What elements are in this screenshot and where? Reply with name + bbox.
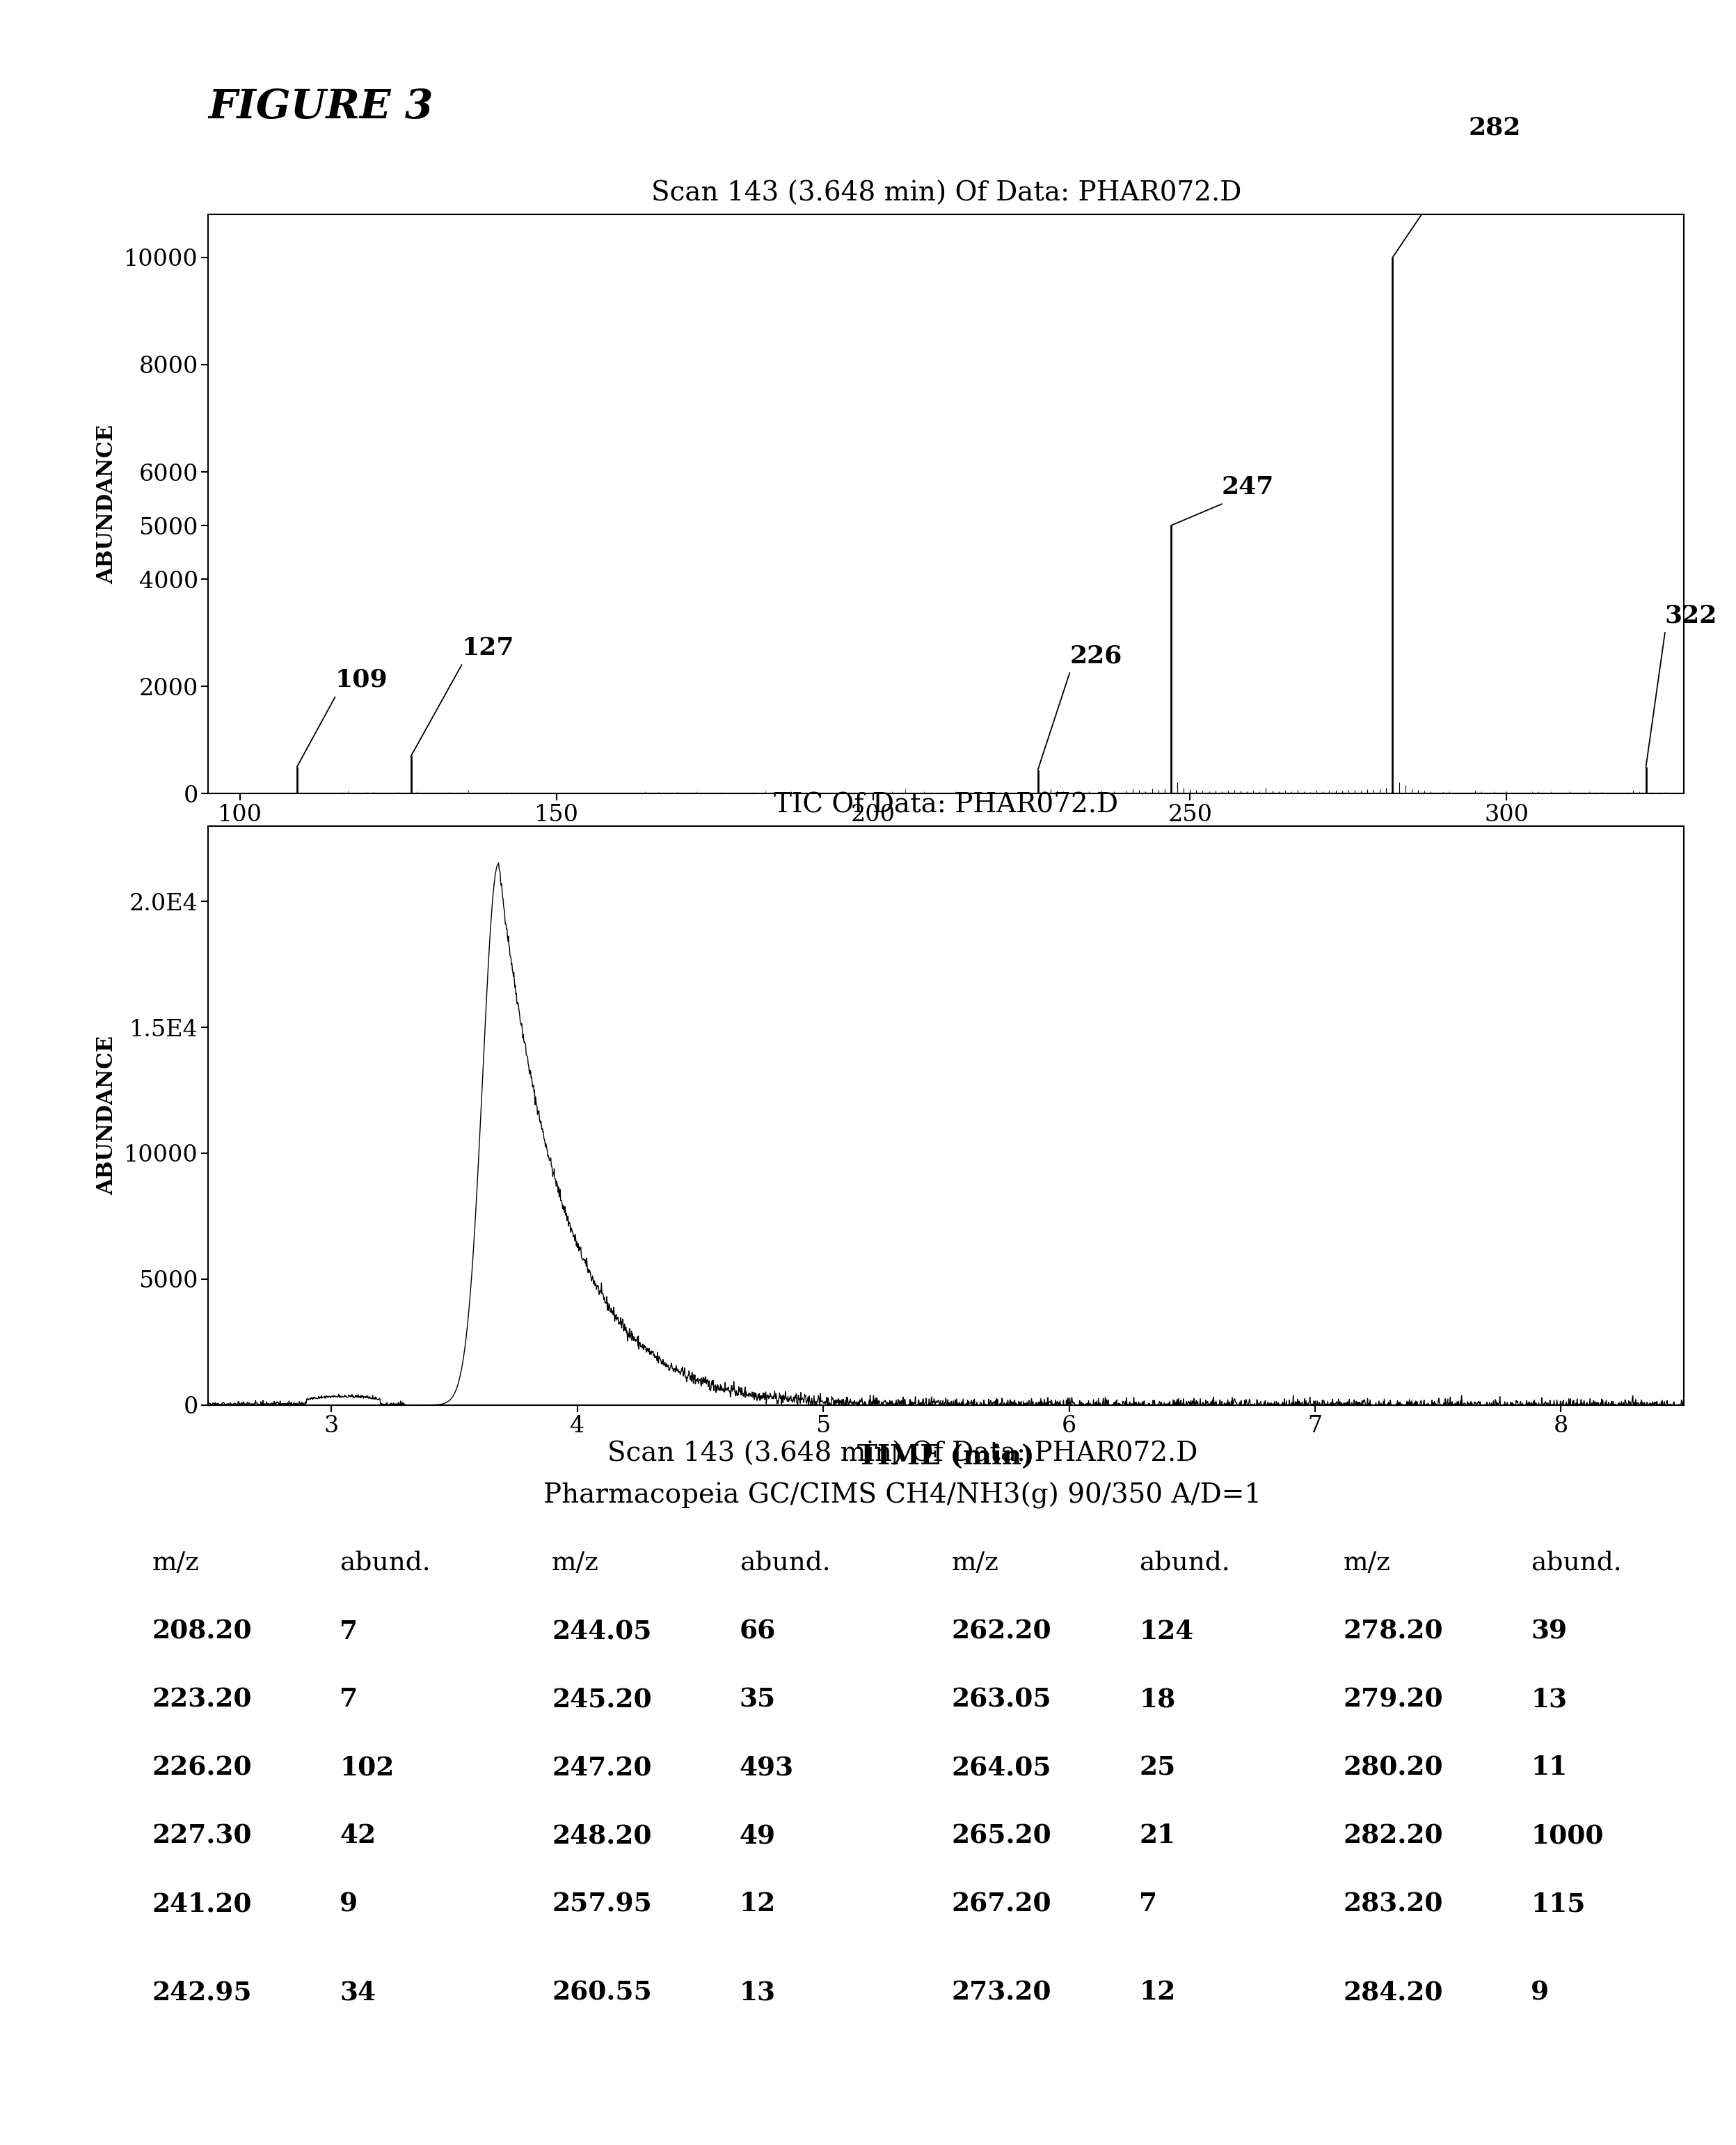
Text: 322: 322	[1665, 603, 1717, 628]
Text: 263.05: 263.05	[951, 1686, 1052, 1712]
Text: 279.20: 279.20	[1344, 1686, 1443, 1712]
Text: 49: 49	[740, 1823, 776, 1849]
Text: 21: 21	[1139, 1823, 1175, 1849]
Text: 227.30: 227.30	[153, 1823, 252, 1849]
Text: 257.95: 257.95	[552, 1892, 653, 1918]
Text: abund.: abund.	[740, 1551, 830, 1577]
Text: 284.20: 284.20	[1344, 1980, 1443, 2006]
Text: 115: 115	[1531, 1892, 1585, 1918]
Text: 42: 42	[340, 1823, 377, 1849]
Text: 124: 124	[1139, 1619, 1194, 1645]
Title: Scan 143 (3.648 min) Of Data: PHAR072.D: Scan 143 (3.648 min) Of Data: PHAR072.D	[651, 180, 1241, 206]
Text: 223.20: 223.20	[153, 1686, 252, 1712]
Text: 242.95: 242.95	[153, 1980, 252, 2006]
Text: abund.: abund.	[340, 1551, 431, 1577]
Text: 278.20: 278.20	[1344, 1619, 1443, 1645]
Title: TIC Of Data: PHAR072.D: TIC Of Data: PHAR072.D	[774, 792, 1118, 817]
Text: 7: 7	[1139, 1892, 1158, 1918]
Text: 18: 18	[1139, 1686, 1175, 1712]
Text: 245.20: 245.20	[552, 1686, 651, 1712]
Text: 109: 109	[335, 667, 387, 693]
X-axis label: TIME (min): TIME (min)	[858, 1444, 1035, 1469]
Text: 241.20: 241.20	[153, 1892, 252, 1918]
Text: 9: 9	[340, 1892, 358, 1918]
Text: abund.: abund.	[1139, 1551, 1231, 1577]
Y-axis label: ABUNDANCE: ABUNDANCE	[97, 425, 118, 583]
Text: 25: 25	[1139, 1755, 1175, 1780]
Y-axis label: ABUNDANCE: ABUNDANCE	[97, 1036, 118, 1195]
Text: 127: 127	[462, 635, 514, 661]
Text: 247.20: 247.20	[552, 1755, 651, 1780]
Text: 7: 7	[340, 1619, 358, 1645]
Text: 283.20: 283.20	[1344, 1892, 1443, 1918]
Text: 226.20: 226.20	[153, 1755, 252, 1780]
Text: 9: 9	[1531, 1980, 1549, 2006]
Text: 244.05: 244.05	[552, 1619, 651, 1645]
Text: 11: 11	[1531, 1755, 1568, 1780]
Text: FIGURE 3: FIGURE 3	[208, 88, 434, 127]
Text: m/z: m/z	[552, 1551, 599, 1577]
Text: 264.05: 264.05	[951, 1755, 1052, 1780]
X-axis label: MASS/CHARGE: MASS/CHARGE	[830, 832, 1062, 858]
Text: 280.20: 280.20	[1344, 1755, 1443, 1780]
Text: 1000: 1000	[1531, 1823, 1604, 1849]
Text: 493: 493	[740, 1755, 793, 1780]
Text: 262.20: 262.20	[951, 1619, 1052, 1645]
Text: 7: 7	[340, 1686, 358, 1712]
Text: 12: 12	[740, 1892, 776, 1918]
Text: 35: 35	[740, 1686, 776, 1712]
Text: 39: 39	[1531, 1619, 1568, 1645]
Text: 12: 12	[1139, 1980, 1175, 2006]
Text: abund.: abund.	[1531, 1551, 1621, 1577]
Text: 260.55: 260.55	[552, 1980, 653, 2006]
Text: m/z: m/z	[951, 1551, 998, 1577]
Text: 282: 282	[1469, 116, 1521, 139]
Text: 34: 34	[340, 1980, 377, 2006]
Text: m/z: m/z	[153, 1551, 200, 1577]
Text: 208.20: 208.20	[153, 1619, 252, 1645]
Text: 267.20: 267.20	[951, 1892, 1052, 1918]
Text: 102: 102	[340, 1755, 394, 1780]
Text: Scan 143 (3.648 min) Of Data: PHAR072.D: Scan 143 (3.648 min) Of Data: PHAR072.D	[608, 1441, 1198, 1467]
Text: 282.20: 282.20	[1344, 1823, 1443, 1849]
Text: m/z: m/z	[1344, 1551, 1391, 1577]
Text: Pharmacopeia GC/CIMS CH4/NH3(g) 90/350 A/D=1: Pharmacopeia GC/CIMS CH4/NH3(g) 90/350 A…	[543, 1482, 1262, 1510]
Text: 226: 226	[1069, 644, 1121, 667]
Text: 66: 66	[740, 1619, 776, 1645]
Text: 265.20: 265.20	[951, 1823, 1052, 1849]
Text: 273.20: 273.20	[951, 1980, 1052, 2006]
Text: 248.20: 248.20	[552, 1823, 651, 1849]
Text: 13: 13	[1531, 1686, 1568, 1712]
Text: 247: 247	[1222, 474, 1274, 500]
Text: 13: 13	[740, 1980, 776, 2006]
